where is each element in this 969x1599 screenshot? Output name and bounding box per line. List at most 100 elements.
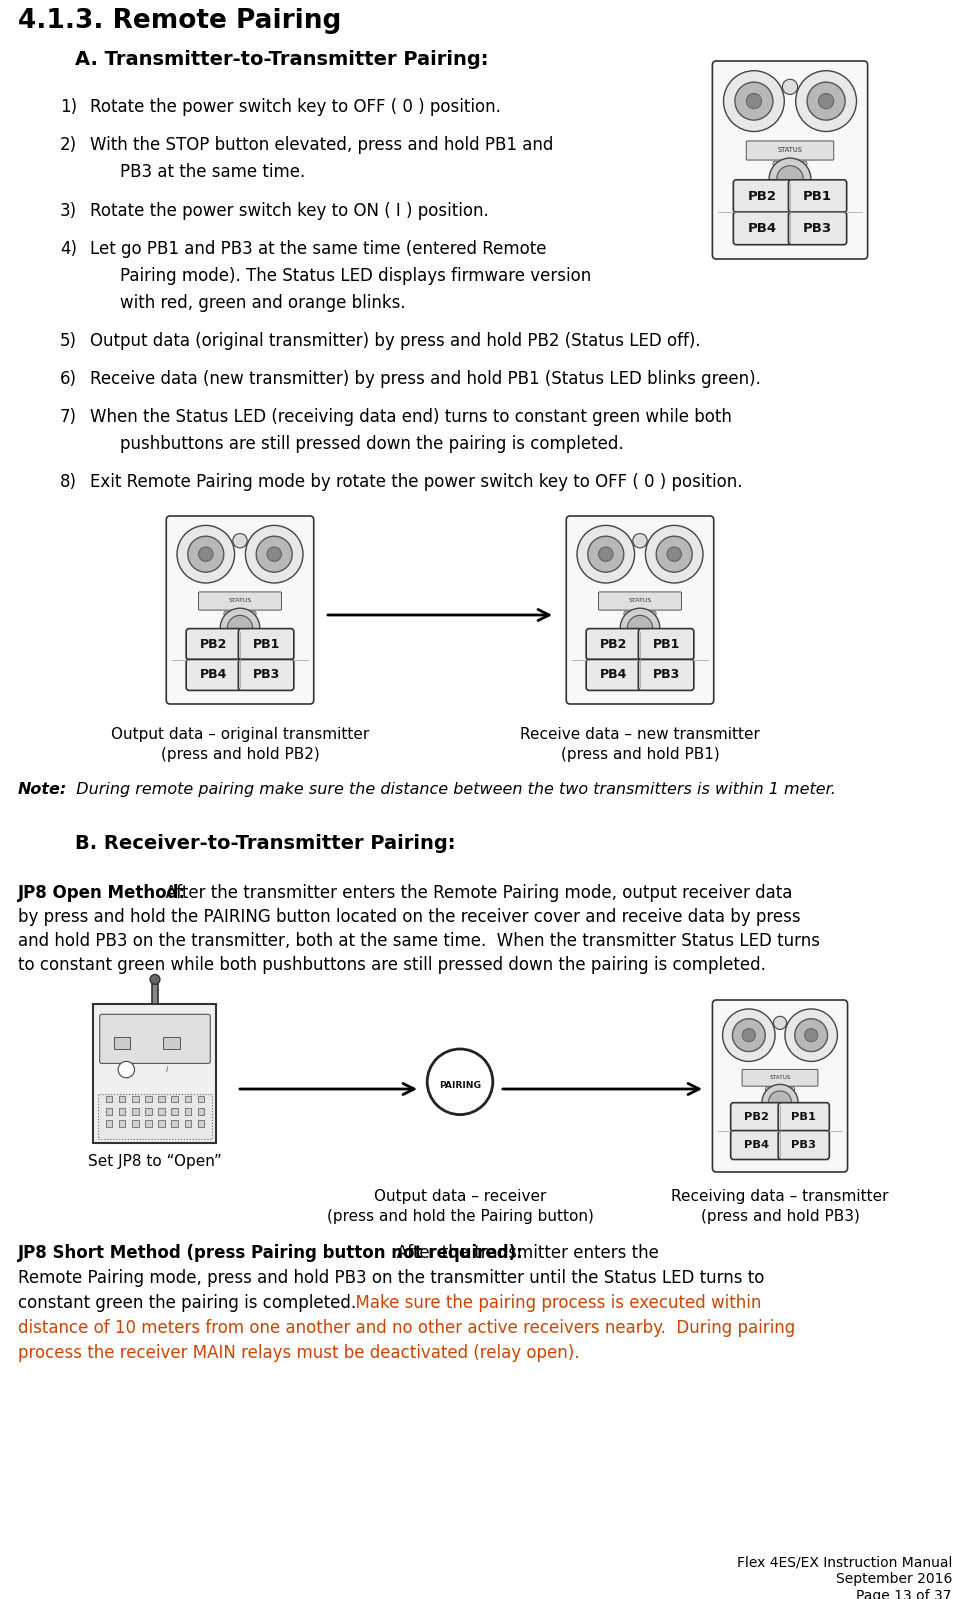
Circle shape [224,611,229,616]
Bar [119,1108,125,1115]
Bar [132,1095,139,1102]
Circle shape [256,536,292,572]
Text: PB1: PB1 [802,190,831,203]
Text: constant green the pairing is completed.: constant green the pairing is completed. [18,1294,356,1313]
Circle shape [784,1009,836,1062]
FancyBboxPatch shape [199,592,281,611]
Circle shape [789,1087,794,1092]
Text: Let go PB1 and PB3 at the same time (entered Remote: Let go PB1 and PB3 at the same time (ent… [90,240,546,257]
Text: 5): 5) [60,333,77,350]
Text: PB3 at the same time.: PB3 at the same time. [120,163,305,181]
Text: Receiving data – transmitter: Receiving data – transmitter [671,1190,888,1204]
FancyBboxPatch shape [166,516,313,704]
Text: 4): 4) [60,240,77,257]
Circle shape [598,547,612,561]
Bar [119,1095,125,1102]
Bar [158,1095,165,1102]
Text: process the receiver MAIN relays must be deactivated (relay open).: process the receiver MAIN relays must be… [18,1345,578,1362]
Text: distance of 10 meters from one another and no other active receivers nearby.  Du: distance of 10 meters from one another a… [18,1319,795,1337]
Bar [158,1108,165,1115]
FancyBboxPatch shape [788,213,846,245]
Text: STATUS: STATUS [628,598,651,603]
Circle shape [741,1028,755,1041]
Text: STATUS: STATUS [228,598,251,603]
Circle shape [577,526,634,584]
Text: Rotate the power switch key to ON ( I ) position.: Rotate the power switch key to ON ( I ) … [90,201,488,221]
Text: PB3: PB3 [652,668,679,681]
Text: 8): 8) [60,473,77,491]
Text: Remote Pairing mode, press and hold PB3 on the transmitter until the Status LED : Remote Pairing mode, press and hold PB3 … [18,1270,764,1287]
Text: i: i [166,1065,169,1075]
Text: to constant green while both pushbuttons are still pressed down the pairing is c: to constant green while both pushbuttons… [18,956,766,974]
Text: When the Status LED (receiving data end) turns to constant green while both: When the Status LED (receiving data end)… [90,408,732,425]
Bar [106,1095,112,1102]
FancyBboxPatch shape [100,1014,210,1063]
Bar [172,1108,177,1115]
Text: JP8 Open Method:: JP8 Open Method: [18,884,186,902]
Text: with red, green and orange blinks.: with red, green and orange blinks. [120,294,405,312]
Text: 2): 2) [60,136,78,154]
Circle shape [795,70,856,131]
Text: PB4: PB4 [747,222,776,235]
Text: Make sure the pairing process is executed within: Make sure the pairing process is execute… [345,1294,761,1313]
FancyBboxPatch shape [730,1130,781,1159]
FancyBboxPatch shape [745,141,833,160]
FancyBboxPatch shape [238,628,294,660]
FancyBboxPatch shape [163,1036,179,1049]
Text: 4.1.3. Remote Pairing: 4.1.3. Remote Pairing [18,8,341,34]
Bar [106,1108,112,1115]
FancyBboxPatch shape [93,1004,216,1143]
Text: September 2016: September 2016 [834,1572,951,1586]
Circle shape [735,82,772,120]
Circle shape [777,1087,782,1092]
Text: Note:: Note: [18,782,67,796]
Text: 3): 3) [60,201,78,221]
Text: STATUS: STATUS [768,1075,790,1081]
Circle shape [732,1019,765,1052]
Text: PB3: PB3 [802,222,831,235]
Text: (press and hold the Pairing button): (press and hold the Pairing button) [327,1209,593,1223]
Bar [158,1121,165,1127]
Text: 1): 1) [60,98,78,117]
Bar [145,1108,151,1115]
Circle shape [803,1028,817,1041]
FancyBboxPatch shape [566,516,713,704]
Text: During remote pairing make sure the distance between the two transmitters is wit: During remote pairing make sure the dist… [66,782,835,796]
Circle shape [800,161,806,166]
FancyBboxPatch shape [733,213,791,245]
Text: (press and hold PB1): (press and hold PB1) [560,747,719,763]
Bar [145,1095,151,1102]
Circle shape [619,608,659,648]
FancyBboxPatch shape [585,628,641,660]
Text: JP8 Short Method (press Pairing button not required):: JP8 Short Method (press Pairing button n… [18,1244,523,1262]
Text: PB2: PB2 [747,190,776,203]
Bar [132,1121,139,1127]
Text: Receive data – new transmitter: Receive data – new transmitter [519,728,759,742]
Text: Flex 4ES/EX Instruction Manual: Flex 4ES/EX Instruction Manual [735,1554,951,1569]
Text: by press and hold the PAIRING button located on the receiver cover and receive d: by press and hold the PAIRING button loc… [18,908,799,926]
Circle shape [765,1087,769,1092]
Bar [198,1095,204,1102]
Text: PB3: PB3 [791,1140,816,1150]
Text: PB1: PB1 [791,1113,815,1122]
Circle shape [818,93,832,109]
Circle shape [632,534,646,548]
Circle shape [772,161,778,166]
Circle shape [176,526,234,584]
FancyBboxPatch shape [777,1130,828,1159]
Circle shape [220,608,260,648]
Text: (press and hold PB3): (press and hold PB3) [700,1209,859,1223]
FancyBboxPatch shape [741,1070,817,1086]
Circle shape [199,547,213,561]
Bar [151,983,158,1004]
Bar [184,1095,191,1102]
Circle shape [426,1049,492,1115]
Circle shape [245,526,302,584]
Text: Exit Remote Pairing mode by rotate the power switch key to OFF ( 0 ) position.: Exit Remote Pairing mode by rotate the p… [90,473,741,491]
FancyBboxPatch shape [114,1036,130,1049]
Text: pushbuttons are still pressed down the pairing is completed.: pushbuttons are still pressed down the p… [120,435,623,453]
Text: 7): 7) [60,408,77,425]
FancyBboxPatch shape [733,179,791,213]
Text: With the STOP button elevated, press and hold PB1 and: With the STOP button elevated, press and… [90,136,552,154]
Text: Rotate the power switch key to OFF ( 0 ) position.: Rotate the power switch key to OFF ( 0 )… [90,98,500,117]
